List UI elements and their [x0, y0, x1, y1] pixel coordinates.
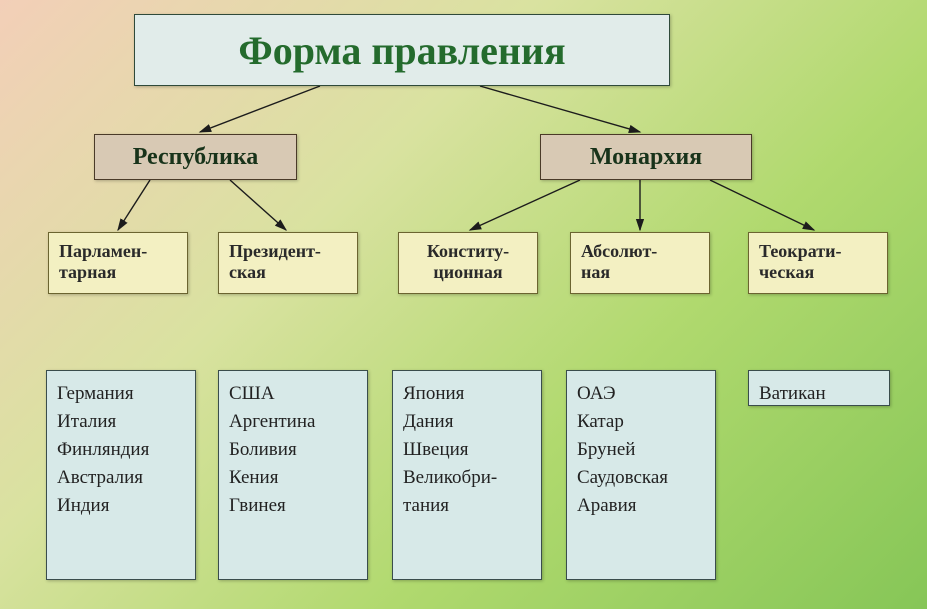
list-item: Катар [577, 411, 705, 433]
leaf-constitutional-l1: Конститу- [409, 241, 527, 262]
list-item: Боливия [229, 439, 357, 461]
branch-monarchy-label: Монархия [590, 144, 702, 171]
leaf-absolute: Абсолют- ная [570, 232, 710, 294]
leaf-parliamentary: Парламен- тарная [48, 232, 188, 294]
examples-theocratic: Ватикан [748, 370, 890, 406]
list-item: Ватикан [759, 383, 879, 405]
list-item: Австралия [57, 467, 185, 489]
list-item: ОАЭ [577, 383, 705, 405]
list-item: США [229, 383, 357, 405]
examples-presidential: США Аргентина Боливия Кения Гвинея [218, 370, 368, 580]
list-item: Япония [403, 383, 531, 405]
list-item: Аргентина [229, 411, 357, 433]
leaf-absolute-l1: Абсолют- [581, 241, 699, 262]
list-item: Германия [57, 383, 185, 405]
leaf-theocratic-l1: Теократи- [759, 241, 877, 262]
list-item: Бруней [577, 439, 705, 461]
root-label: Форма правления [238, 27, 565, 74]
examples-parliamentary: Германия Италия Финляндия Австралия Индия [46, 370, 196, 580]
leaf-constitutional-l2: ционная [409, 262, 527, 283]
branch-republic-label: Республика [133, 144, 259, 171]
leaf-absolute-l2: ная [581, 262, 699, 283]
examples-absolute: ОАЭ Катар Бруней Саудовская Аравия [566, 370, 716, 580]
list-item: Дания [403, 411, 531, 433]
list-item: Великобри- [403, 467, 531, 489]
leaf-parliamentary-l2: тарная [59, 262, 177, 283]
list-item: Кения [229, 467, 357, 489]
list-item: Италия [57, 411, 185, 433]
leaf-constitutional: Конститу- ционная [398, 232, 538, 294]
list-item: Швеция [403, 439, 531, 461]
list-item: Аравия [577, 495, 705, 517]
list-item: Индия [57, 495, 185, 517]
branch-monarchy: Монархия [540, 134, 752, 180]
branch-republic: Республика [94, 134, 297, 180]
leaf-theocratic-l2: ческая [759, 262, 877, 283]
leaf-presidential-l2: ская [229, 262, 347, 283]
list-item: Гвинея [229, 495, 357, 517]
leaf-theocratic: Теократи- ческая [748, 232, 888, 294]
leaf-parliamentary-l1: Парламен- [59, 241, 177, 262]
list-item: Финляндия [57, 439, 185, 461]
leaf-presidential-l1: Президент- [229, 241, 347, 262]
leaf-presidential: Президент- ская [218, 232, 358, 294]
examples-constitutional: Япония Дания Швеция Великобри-тания [392, 370, 542, 580]
list-item: тания [403, 495, 531, 517]
root-node: Форма правления [134, 14, 670, 86]
list-item: Саудовская [577, 467, 705, 489]
